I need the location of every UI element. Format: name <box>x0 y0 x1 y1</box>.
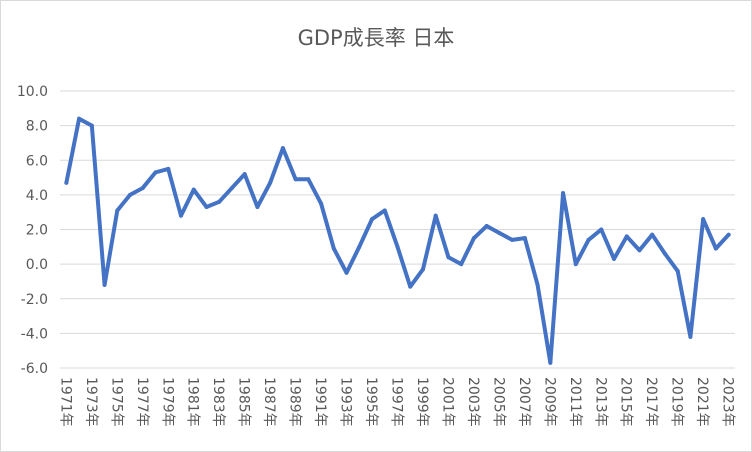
data-point <box>433 213 438 218</box>
x-tick-label: 1995年 <box>363 377 379 427</box>
data-point <box>459 262 464 267</box>
data-point <box>255 204 260 209</box>
data-point <box>306 177 311 182</box>
x-tick-label: 2013年 <box>592 377 608 427</box>
x-tick-label: 2007年 <box>516 377 532 427</box>
y-axis-tick-labels: 10.0 8.0 6.0 4.0 2.0 0.0 -2.0 -4.0 -6.0 <box>17 84 48 377</box>
data-point <box>217 199 222 204</box>
y-tick-label: -6.0 <box>21 361 48 377</box>
data-point <box>522 236 527 241</box>
data-point <box>370 217 375 222</box>
data-point <box>382 208 387 213</box>
data-point <box>662 251 667 256</box>
data-point <box>535 282 540 287</box>
x-tick-label: 1985年 <box>236 377 252 427</box>
x-tick-label: 1971年 <box>57 377 73 427</box>
data-point <box>102 282 107 287</box>
data-point <box>293 177 298 182</box>
data-point <box>280 146 285 151</box>
data-point <box>612 256 617 261</box>
data-point <box>586 237 591 242</box>
y-tick-label: 6.0 <box>26 153 48 169</box>
x-tick-label: 1997年 <box>389 377 405 427</box>
x-tick-label: 2011年 <box>567 377 583 427</box>
data-point <box>624 234 629 239</box>
x-tick-label: 1993年 <box>338 377 354 427</box>
data-point <box>471 236 476 241</box>
x-tick-label: 1999年 <box>414 377 430 427</box>
data-point <box>153 170 158 175</box>
data-point <box>650 232 655 237</box>
series-line-gdp-growth <box>64 116 731 365</box>
data-point <box>319 201 324 206</box>
data-point <box>89 123 94 128</box>
data-point <box>713 246 718 251</box>
x-tick-label: 2023年 <box>720 377 736 427</box>
x-tick-label: 2017年 <box>643 377 659 427</box>
y-tick-label: -4.0 <box>21 326 48 342</box>
data-point <box>268 180 273 185</box>
data-point <box>408 284 413 289</box>
data-point <box>484 224 489 229</box>
data-point <box>331 246 336 251</box>
data-point <box>242 172 247 177</box>
y-tick-label: 4.0 <box>26 188 48 204</box>
chart-title: GDP成長率 日本 <box>297 26 455 50</box>
x-tick-label: 1991年 <box>312 377 328 427</box>
x-tick-label: 1979年 <box>159 377 175 427</box>
x-tick-label: 1983年 <box>210 377 226 427</box>
data-point <box>675 269 680 274</box>
data-point <box>128 192 133 197</box>
x-tick-label: 1989年 <box>287 377 303 427</box>
data-point <box>178 213 183 218</box>
series-points <box>64 116 731 365</box>
y-tick-label: 0.0 <box>26 257 48 273</box>
data-point <box>229 185 234 190</box>
data-point <box>573 262 578 267</box>
data-point <box>637 248 642 253</box>
data-point <box>344 270 349 275</box>
x-tick-label: 2005年 <box>490 377 506 427</box>
data-point <box>395 244 400 249</box>
data-point <box>115 208 120 213</box>
data-point <box>599 227 604 232</box>
data-point <box>191 187 196 192</box>
data-point <box>561 191 566 196</box>
data-point <box>204 204 209 209</box>
x-tick-label: 2019年 <box>669 377 685 427</box>
x-tick-label: 2009年 <box>541 377 557 427</box>
data-point <box>420 267 425 272</box>
x-tick-label: 1975年 <box>108 377 124 427</box>
data-point <box>77 116 82 121</box>
x-tick-label: 1973年 <box>83 377 99 427</box>
x-tick-label: 2015年 <box>618 377 634 427</box>
x-tick-label: 2021年 <box>694 377 710 427</box>
data-point <box>166 166 171 171</box>
data-point <box>64 180 69 185</box>
data-point <box>688 334 693 339</box>
data-point <box>510 237 515 242</box>
y-tick-label: 10.0 <box>17 84 48 100</box>
gridlines <box>60 90 735 369</box>
x-tick-label: 1977年 <box>134 377 150 427</box>
x-tick-label: 1981年 <box>185 377 201 427</box>
x-tick-label: 2001年 <box>439 377 455 427</box>
x-tick-label: 2003年 <box>465 377 481 427</box>
x-axis-tick-labels: 1971年 1973年 1975年 1977年 1979年 1981年 1983年 1985年… <box>57 377 735 427</box>
data-point <box>357 244 362 249</box>
y-tick-label: 8.0 <box>26 119 48 135</box>
data-point <box>726 232 731 237</box>
y-tick-label: 2.0 <box>26 223 48 239</box>
data-point <box>497 230 502 235</box>
data-point <box>446 255 451 260</box>
data-point <box>140 185 145 190</box>
x-tick-label: 1987年 <box>261 377 277 427</box>
data-point <box>701 217 706 222</box>
data-point <box>548 360 553 365</box>
y-tick-label: -2.0 <box>21 292 48 308</box>
